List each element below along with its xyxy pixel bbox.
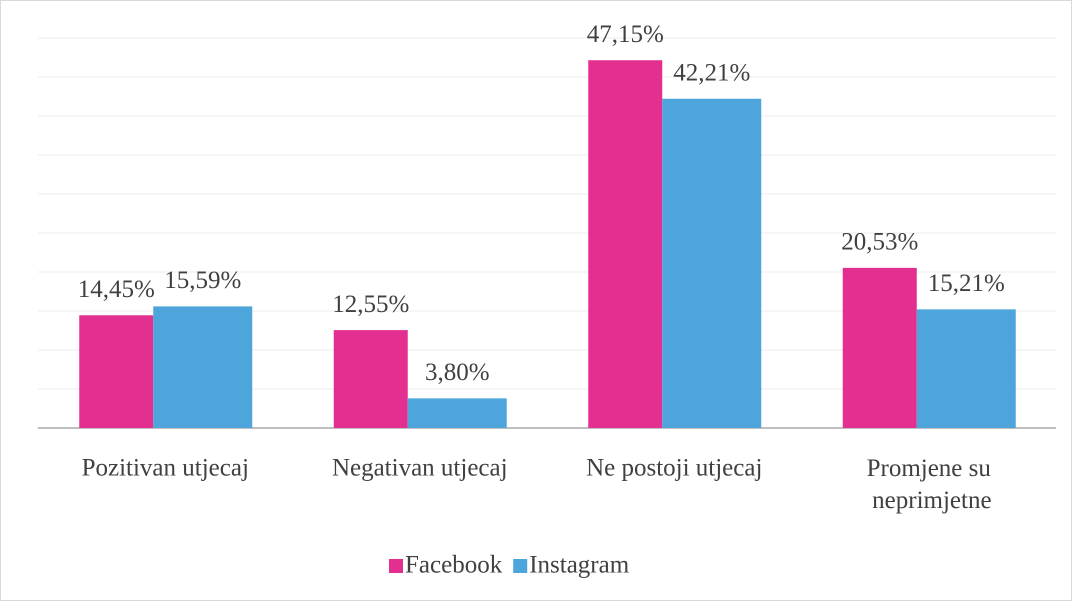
data-label: 20,53%: [841, 229, 918, 256]
legend-label: Facebook: [405, 552, 503, 579]
legend-swatch: [389, 559, 403, 573]
bar: [662, 98, 762, 429]
data-label: 12,55%: [332, 291, 409, 318]
bar: [407, 398, 507, 428]
x-tick-label: Promjene su neprimjetne: [866, 455, 992, 514]
data-label: 14,45%: [78, 276, 155, 303]
bar: [333, 330, 408, 428]
legend-swatch: [513, 559, 528, 573]
x-tick-label: Negativan utjecaj: [332, 455, 508, 482]
legend-label: Instagram: [529, 552, 630, 579]
data-label: 15,21%: [928, 270, 1005, 297]
data-label: 47,15%: [587, 21, 664, 48]
x-tick-label: Ne postoji utjecaj: [586, 455, 762, 482]
data-label: 3,80%: [425, 359, 490, 386]
data-label: 42,21%: [673, 59, 750, 86]
bar: [916, 309, 1016, 428]
bar: [153, 306, 253, 428]
x-tick-label: Pozitivan utjecaj: [82, 455, 249, 482]
bar: [588, 60, 663, 428]
bar: [842, 267, 917, 428]
bar: [79, 315, 154, 428]
data-label: 15,59%: [164, 267, 241, 294]
